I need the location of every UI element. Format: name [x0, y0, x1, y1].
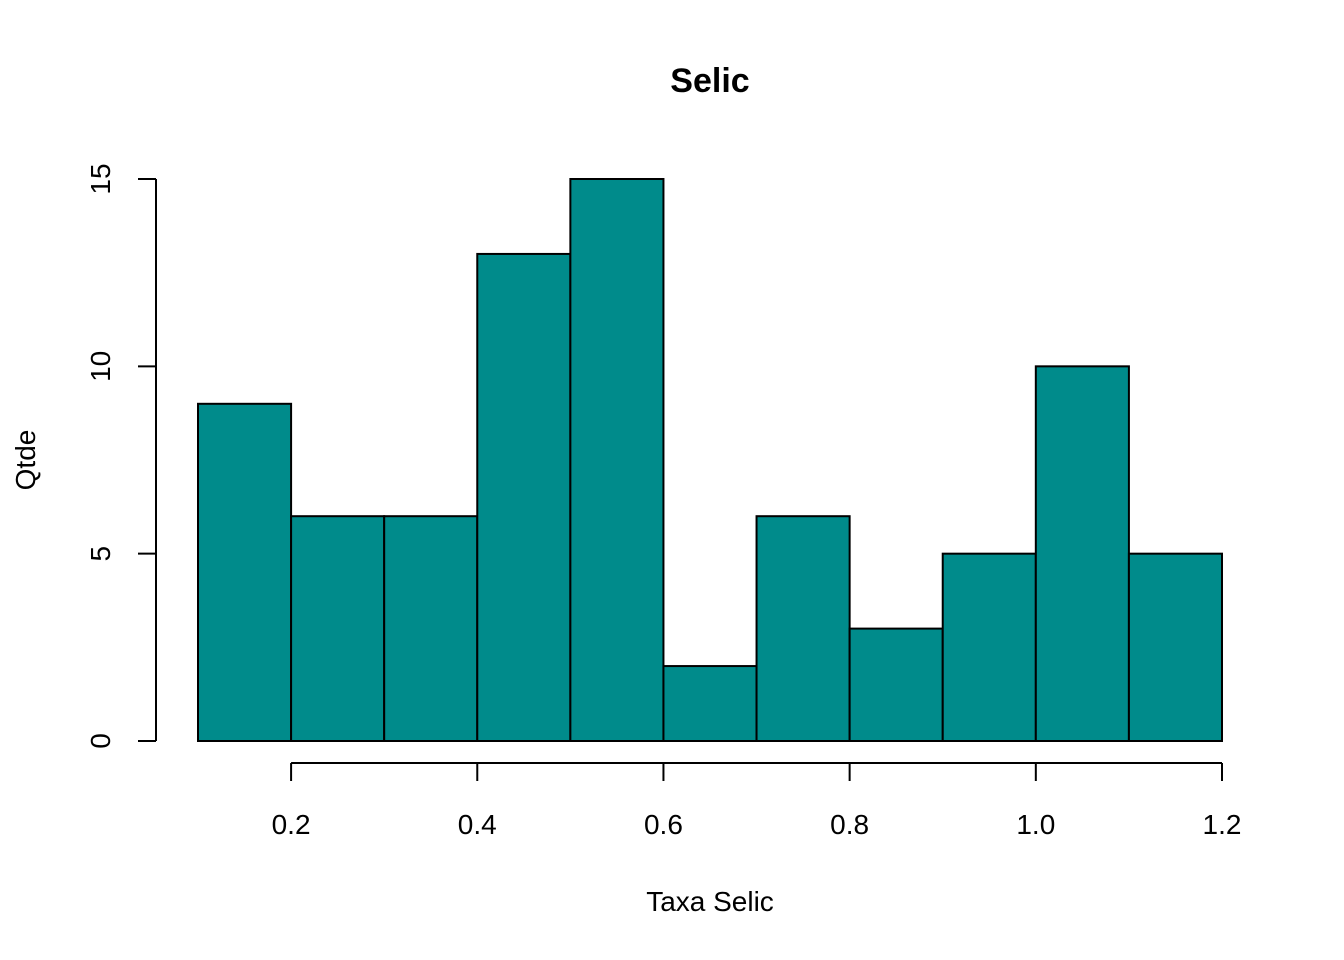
- x-axis: 0.2 0.4 0.6 0.8 1.0 1.2: [272, 762, 1242, 840]
- y-axis-label: Qtde: [10, 430, 41, 491]
- chart-title: Selic: [670, 62, 749, 100]
- y-tick-label: 10: [85, 351, 116, 382]
- x-tick-label: 0.6: [644, 809, 683, 840]
- x-tick-label: 0.4: [458, 809, 497, 840]
- histogram-bar: [569, 178, 665, 742]
- x-tick-label: 0.2: [272, 809, 311, 840]
- x-tick-label: 1.0: [1016, 809, 1055, 840]
- histogram-bar: [290, 515, 386, 743]
- histogram-bar: [941, 552, 1037, 743]
- histogram-bar: [1127, 552, 1223, 743]
- histogram-bar: [662, 665, 758, 742]
- histogram-bar: [848, 627, 944, 742]
- histogram-bar: [1034, 365, 1130, 742]
- histogram-bar: [476, 252, 572, 743]
- x-tick-label: 0.8: [830, 809, 869, 840]
- x-axis-label: Taxa Selic: [646, 886, 774, 917]
- histogram-bar: [383, 515, 479, 743]
- histogram-bar: [755, 515, 851, 743]
- y-tick-label: 15: [85, 163, 116, 194]
- x-tick-label: 1.2: [1203, 809, 1242, 840]
- histogram-bar: [197, 402, 293, 742]
- y-tick-label: 5: [85, 546, 116, 562]
- y-axis: 0 5 10 15: [85, 163, 157, 749]
- bars-group: [197, 178, 1223, 743]
- y-tick-label: 0: [85, 733, 116, 749]
